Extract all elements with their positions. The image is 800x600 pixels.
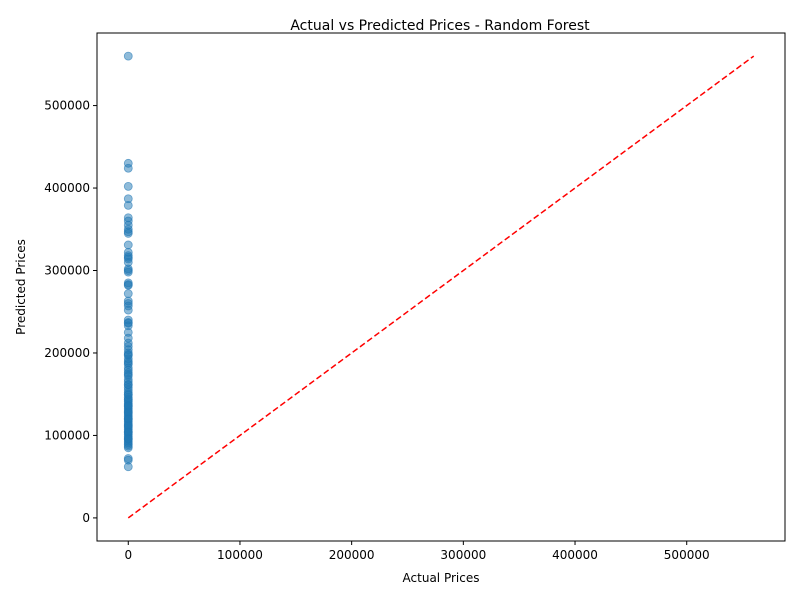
chart-title: Actual vs Predicted Prices - Random Fore… <box>290 18 590 34</box>
data-point <box>123 252 133 262</box>
data-points <box>123 51 133 472</box>
y-tick-label: 400000 <box>44 181 90 195</box>
reference-line-group <box>127 55 755 519</box>
y-axis-label: Predicted Prices <box>14 239 28 335</box>
data-point <box>123 462 133 472</box>
x-tick-label: 300000 <box>440 548 486 562</box>
reference-line <box>127 55 755 519</box>
data-point <box>123 266 133 275</box>
y-tick-label: 200000 <box>44 346 90 360</box>
x-tick-label: 100000 <box>217 548 263 562</box>
data-point <box>123 318 133 328</box>
data-point <box>123 51 133 61</box>
data-point <box>123 240 133 250</box>
x-tick-label: 0 <box>124 548 132 562</box>
data-point <box>123 443 133 453</box>
data-point <box>123 358 133 368</box>
data-point <box>123 389 133 399</box>
data-point <box>123 228 133 238</box>
data-point <box>123 280 133 289</box>
y-axis-ticks: 0 100000 200000 300000 400000 500000 <box>44 99 97 525</box>
plot-area-frame <box>96 32 786 542</box>
data-point <box>123 181 133 191</box>
x-axis-ticks: 0 100000 200000 300000 400000 500000 <box>124 541 710 562</box>
data-point <box>123 379 133 389</box>
x-tick-label: 400000 <box>552 548 598 562</box>
x-tick-label: 200000 <box>329 548 375 562</box>
data-point <box>123 163 133 173</box>
x-tick-label: 500000 <box>664 548 710 562</box>
data-point <box>123 305 133 315</box>
data-point <box>123 289 133 299</box>
y-tick-label: 0 <box>82 511 90 525</box>
y-tick-label: 100000 <box>44 428 90 442</box>
data-point <box>123 200 133 210</box>
data-point <box>123 434 133 444</box>
y-tick-label: 300000 <box>44 264 90 278</box>
data-point <box>123 370 133 379</box>
data-point <box>123 350 133 360</box>
x-axis-label: Actual Prices <box>403 571 480 585</box>
y-tick-label: 500000 <box>44 99 90 113</box>
